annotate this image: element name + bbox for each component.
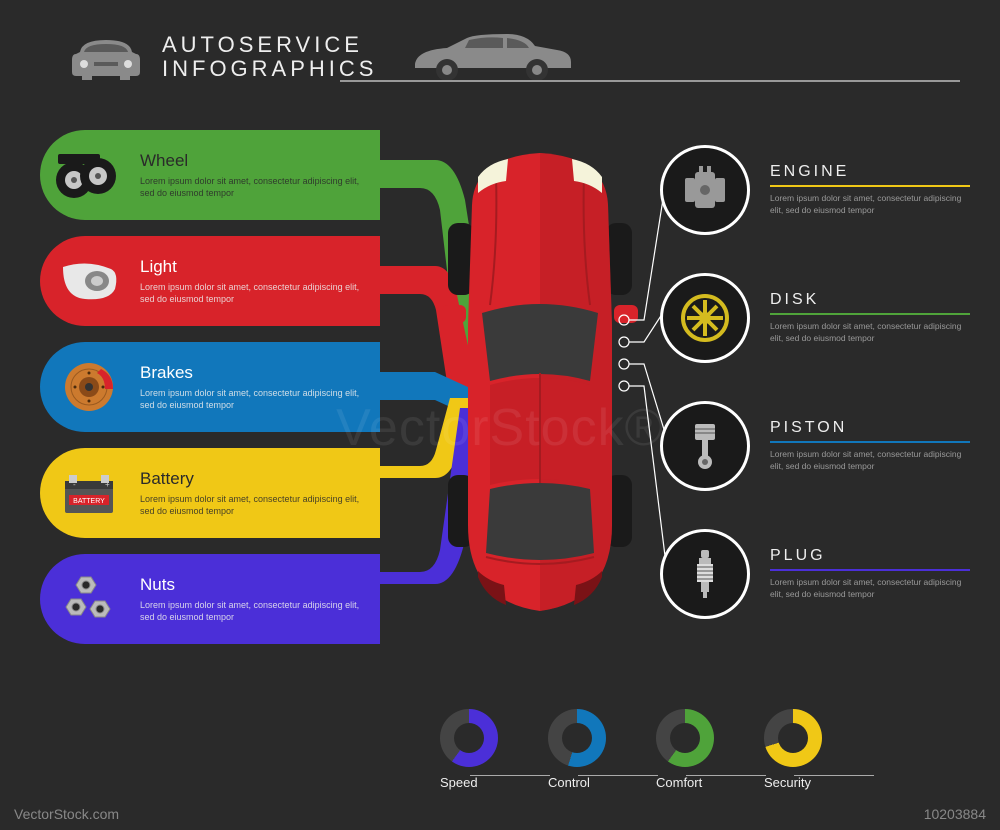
bar-brakes-desc: Lorem ipsum dolor sit amet, consectetur … — [140, 387, 368, 411]
bar-wheel-title: Wheel — [140, 151, 368, 171]
piston-desc: Lorem ipsum dolor sit amet, consectetur … — [770, 449, 970, 473]
svg-text:-: - — [73, 480, 76, 489]
row-engine: ENGINE Lorem ipsum dolor sit amet, conse… — [660, 130, 970, 250]
plug-desc: Lorem ipsum dolor sit amet, consectetur … — [770, 577, 970, 601]
donut-security: Security — [764, 709, 822, 790]
engine-icon — [660, 145, 750, 235]
bar-battery: BATTERY - + Battery Lorem ipsum dolor sit… — [40, 448, 380, 538]
bar-wheel: Wheel Lorem ipsum dolor sit amet, consec… — [40, 130, 380, 220]
wheel-icon — [52, 138, 126, 212]
donut-comfort: Comfort — [656, 709, 714, 790]
donut-comfort-label: Comfort — [656, 775, 702, 790]
bar-nuts-title: Nuts — [140, 575, 368, 595]
bar-brakes: Brakes Lorem ipsum dolor sit amet, conse… — [40, 342, 380, 432]
left-feature-bars: Wheel Lorem ipsum dolor sit amet, consec… — [40, 130, 380, 660]
car-side-icon — [407, 32, 577, 82]
donut-speed-label: Speed — [440, 775, 478, 790]
bar-nuts: Nuts Lorem ipsum dolor sit amet, consect… — [40, 554, 380, 644]
car-front-icon — [70, 34, 142, 80]
title-line1: AUTOSERVICE — [162, 33, 377, 57]
header-divider — [340, 80, 960, 82]
svg-text:BATTERY: BATTERY — [73, 498, 105, 505]
bar-nuts-desc: Lorem ipsum dolor sit amet, consectetur … — [140, 599, 368, 623]
piston-title: PISTON — [770, 419, 970, 437]
donut-metrics: Speed Control Comfort Security — [440, 709, 960, 790]
row-plug: PLUG Lorem ipsum dolor sit amet, consect… — [660, 514, 970, 634]
row-piston: PISTON Lorem ipsum dolor sit amet, conse… — [660, 386, 970, 506]
footer-right: 10203884 — [924, 806, 986, 822]
bar-battery-desc: Lorem ipsum dolor sit amet, consectetur … — [140, 493, 368, 517]
bar-battery-title: Battery — [140, 469, 368, 489]
bar-light: Light Lorem ipsum dolor sit amet, consec… — [40, 236, 380, 326]
engine-title: ENGINE — [770, 163, 970, 181]
disk-title: DISK — [770, 291, 970, 309]
bar-light-desc: Lorem ipsum dolor sit amet, consectetur … — [140, 281, 368, 305]
row-disk: DISK Lorem ipsum dolor sit amet, consect… — [660, 258, 970, 378]
footer-left: VectorStock.com — [14, 806, 119, 822]
piston-accent — [770, 441, 970, 443]
battery-icon: BATTERY - + — [52, 456, 126, 530]
infographic-canvas: AUTOSERVICE INFOGRAPHICS Wheel Lorem ips… — [0, 0, 1000, 830]
plug-accent — [770, 569, 970, 571]
piston-icon — [660, 401, 750, 491]
disk-desc: Lorem ipsum dolor sit amet, consectetur … — [770, 321, 970, 345]
title-line2: INFOGRAPHICS — [162, 57, 377, 81]
bar-wheel-desc: Lorem ipsum dolor sit amet, consectetur … — [140, 175, 368, 199]
plug-title: PLUG — [770, 547, 970, 565]
nuts-icon — [52, 562, 126, 636]
bar-light-title: Light — [140, 257, 368, 277]
engine-accent — [770, 185, 970, 187]
plug-icon — [660, 529, 750, 619]
right-feature-list: ENGINE Lorem ipsum dolor sit amet, conse… — [660, 130, 970, 642]
disk-icon — [660, 273, 750, 363]
bar-brakes-title: Brakes — [140, 363, 368, 383]
page-title: AUTOSERVICE INFOGRAPHICS — [162, 33, 377, 81]
disk-accent — [770, 313, 970, 315]
donut-control-label: Control — [548, 775, 590, 790]
headlight-icon — [52, 244, 126, 318]
donut-control: Control — [548, 709, 606, 790]
svg-text:+: + — [105, 480, 110, 489]
donut-speed: Speed — [440, 709, 498, 790]
brake-disc-icon — [52, 350, 126, 424]
engine-desc: Lorem ipsum dolor sit amet, consectetur … — [770, 193, 970, 217]
donut-security-label: Security — [764, 775, 811, 790]
car-top-view — [440, 145, 640, 620]
